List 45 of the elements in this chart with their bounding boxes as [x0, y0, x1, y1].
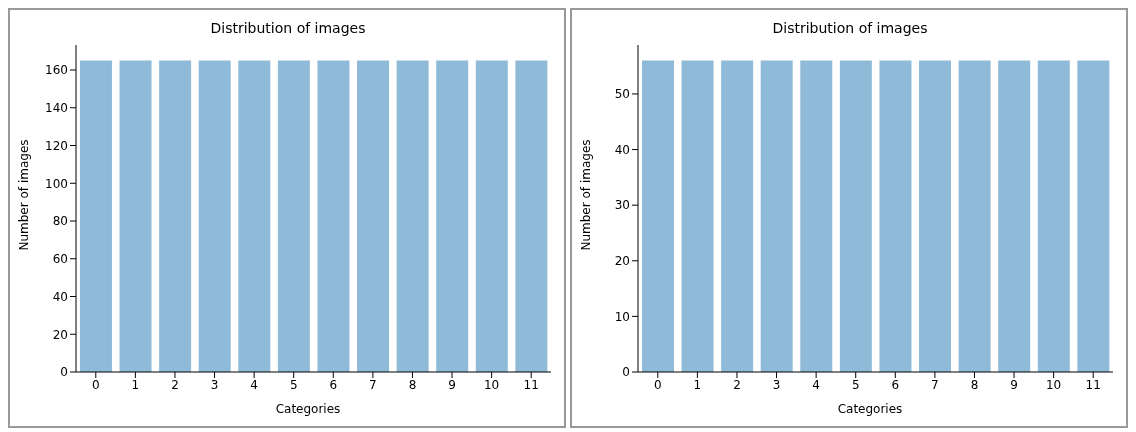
x-tick-label: 7 — [369, 377, 377, 392]
x-tick-label: 0 — [653, 377, 662, 392]
x-tick-label: 8 — [970, 377, 979, 392]
x-tick-label: 9 — [1010, 377, 1018, 392]
y-tick-label: 40 — [52, 289, 68, 304]
x-tick-label: 10 — [483, 377, 500, 392]
y-axis-title: Number of images — [579, 139, 593, 251]
y-tick-label: 60 — [52, 252, 68, 267]
x-tick-label: 3 — [210, 377, 219, 392]
y-tick-label: 80 — [52, 214, 68, 229]
x-tick-label: 7 — [931, 377, 939, 392]
x-axis-title: Categories — [274, 402, 342, 416]
x-tick-label: 4 — [812, 377, 820, 392]
x-tick-label: 0 — [91, 377, 100, 392]
x-tick-label: 1 — [131, 377, 140, 392]
x-tick-label: 2 — [171, 377, 179, 392]
x-tick-label: 8 — [408, 377, 417, 392]
x-tick-label: 11 — [523, 377, 539, 392]
x-tick-label: 4 — [250, 377, 258, 392]
x-tick-label: 5 — [851, 377, 860, 392]
x-tick-label: 6 — [329, 377, 338, 392]
x-tick-label: 9 — [448, 377, 456, 392]
x-tick-label: 2 — [733, 377, 741, 392]
y-tick-label: 30 — [614, 198, 630, 213]
y-axis-title: Number of images — [17, 139, 31, 251]
x-tick-label: 10 — [1045, 377, 1062, 392]
x-tick-label: 3 — [772, 377, 781, 392]
y-tick-label: 0 — [60, 365, 68, 380]
x-tick-label: 1 — [693, 377, 702, 392]
y-tick-label: 160 — [45, 63, 68, 78]
x-axis-title: Categories — [836, 402, 904, 416]
y-tick-label: 20 — [614, 254, 630, 269]
y-tick-label: 40 — [614, 142, 630, 157]
y-tick-label: 0 — [622, 365, 630, 380]
chart-title: Distribution of images — [209, 20, 367, 36]
y-tick-label: 120 — [45, 138, 68, 153]
y-tick-label: 100 — [45, 176, 68, 191]
y-tick-label: 50 — [614, 87, 630, 102]
x-tick-label: 6 — [891, 377, 900, 392]
x-tick-label: 5 — [289, 377, 298, 392]
x-tick-label: 11 — [1085, 377, 1101, 392]
y-tick-label: 10 — [614, 309, 630, 324]
y-tick-label: 140 — [45, 101, 68, 116]
chart-title: Distribution of images — [771, 20, 929, 36]
y-tick-label: 20 — [52, 327, 68, 342]
